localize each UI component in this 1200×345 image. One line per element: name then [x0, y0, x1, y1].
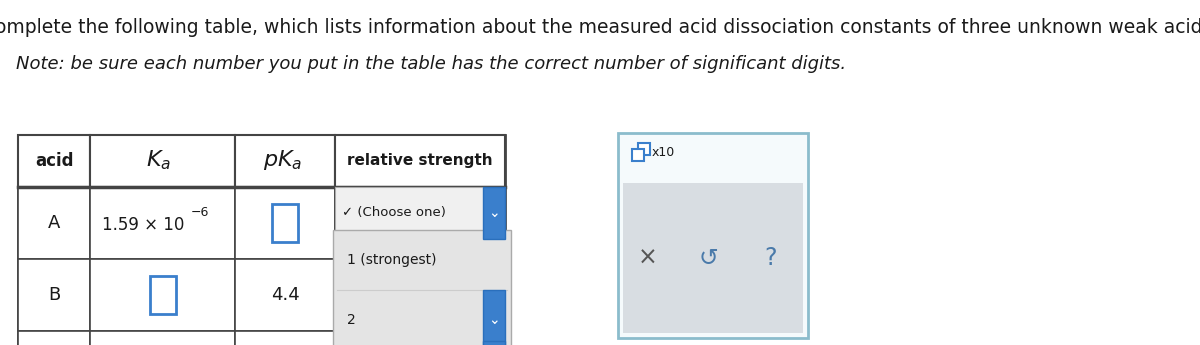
Text: 1 (strongest): 1 (strongest): [347, 253, 437, 267]
Text: B: B: [48, 286, 60, 304]
Text: 4.4: 4.4: [271, 286, 299, 304]
Bar: [335, 259, 505, 331]
Text: −6: −6: [191, 207, 209, 219]
Text: relative strength: relative strength: [347, 154, 493, 168]
Text: acid: acid: [35, 152, 73, 170]
Text: x10: x10: [652, 146, 676, 158]
Bar: [335, 187, 505, 259]
Bar: [18, 135, 90, 187]
Bar: [235, 259, 335, 331]
Bar: [482, 290, 505, 345]
Bar: [18, 259, 90, 331]
Bar: [272, 204, 298, 242]
Text: 1.59 × 10: 1.59 × 10: [102, 216, 185, 234]
Text: ↺: ↺: [698, 246, 718, 270]
Text: Note: be sure each number you put in the table has the correct number of signifi: Note: be sure each number you put in the…: [16, 55, 846, 73]
Bar: [334, 230, 511, 345]
Text: Complete the following table, which lists information about the measured acid di: Complete the following table, which list…: [0, 18, 1200, 37]
Bar: [18, 135, 505, 345]
Bar: [335, 135, 505, 187]
Bar: [18, 331, 90, 345]
Bar: [335, 187, 505, 239]
Bar: [335, 331, 505, 345]
Text: $pK_a$: $pK_a$: [263, 148, 302, 172]
Bar: [482, 187, 505, 239]
Bar: [90, 331, 235, 345]
Text: 2: 2: [347, 313, 355, 327]
Bar: [18, 187, 90, 259]
Bar: [482, 341, 505, 345]
Text: A: A: [48, 214, 60, 232]
Bar: [235, 135, 335, 187]
Text: ?: ?: [764, 246, 778, 270]
Bar: [150, 276, 175, 314]
Bar: [235, 331, 335, 345]
Text: ×: ×: [638, 246, 658, 270]
Text: ✓ (Choose one): ✓ (Choose one): [342, 206, 446, 219]
Text: ⌄: ⌄: [488, 206, 500, 220]
Bar: [90, 187, 235, 259]
Bar: [235, 187, 335, 259]
Bar: [638, 143, 650, 155]
Bar: [623, 183, 803, 333]
Bar: [335, 341, 505, 345]
Bar: [632, 149, 644, 161]
Bar: [90, 259, 235, 331]
Text: ⌄: ⌄: [488, 313, 500, 327]
Text: $K_a$: $K_a$: [146, 148, 172, 172]
Bar: [618, 133, 808, 338]
Bar: [90, 135, 235, 187]
